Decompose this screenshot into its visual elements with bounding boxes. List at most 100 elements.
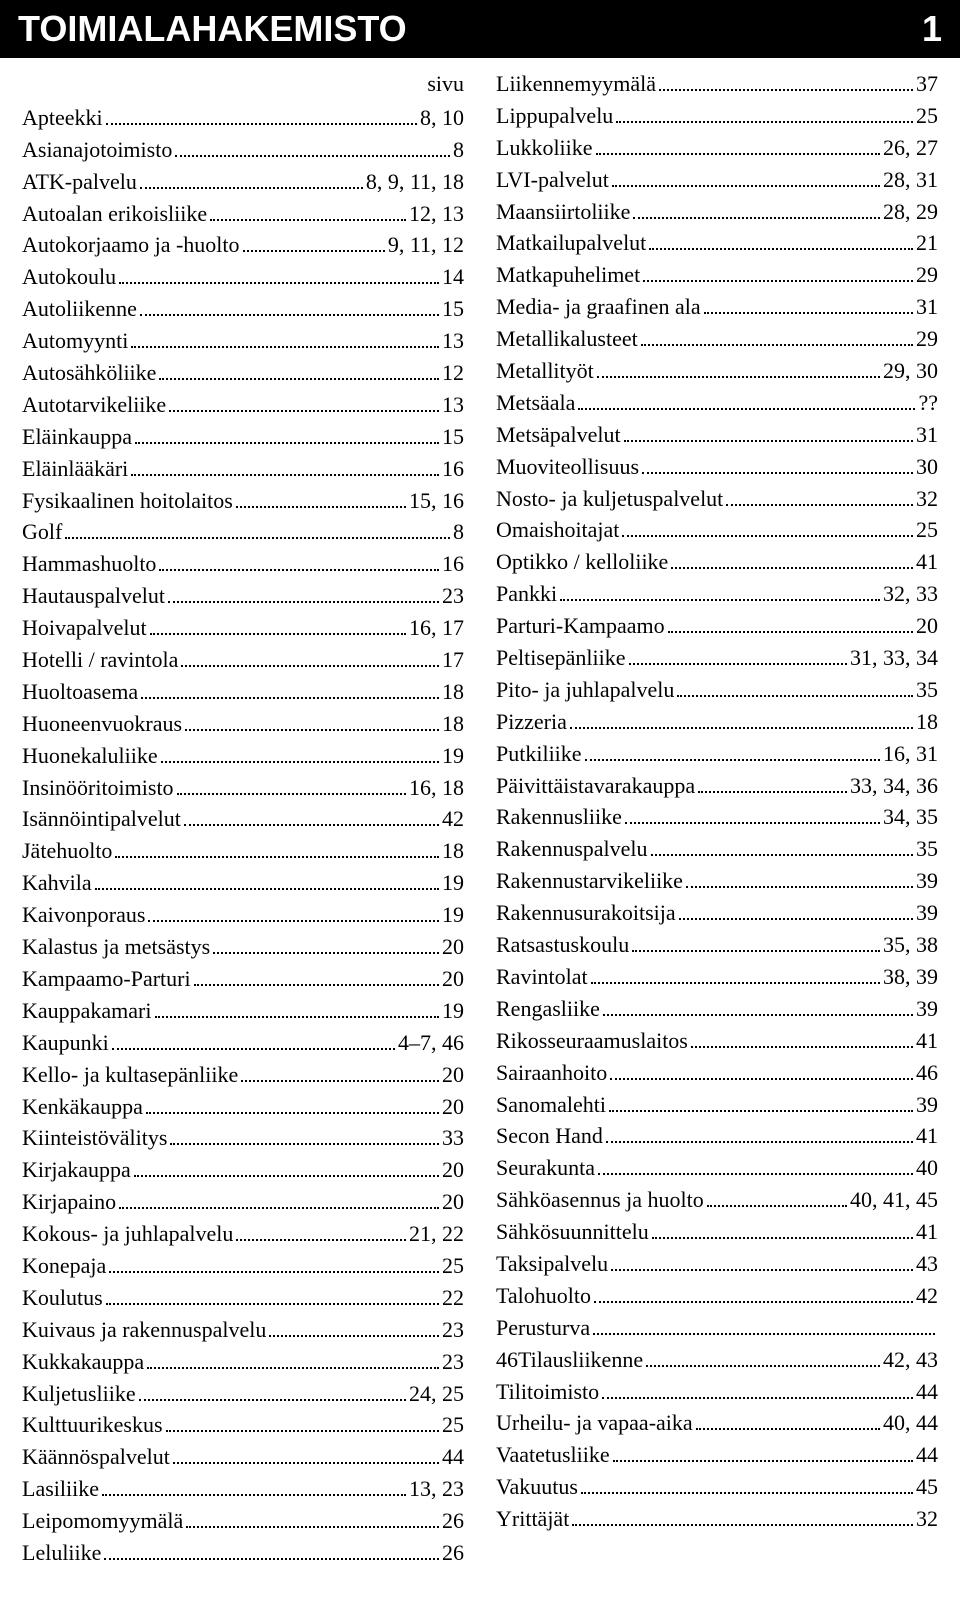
index-entry: Lasiliike13, 23 [22, 1473, 464, 1505]
entry-label: Käännöspalvelut [22, 1441, 170, 1473]
index-entry: Autoliikenne15 [22, 293, 464, 325]
entry-pages: 46 [916, 1057, 938, 1089]
entry-pages: 40 [916, 1152, 938, 1184]
index-entry: Huoneenvuokraus18 [22, 708, 464, 740]
entry-label: Golf [22, 516, 62, 548]
index-entry: Huonekaluliike19 [22, 740, 464, 772]
entry-pages: 20 [442, 963, 464, 995]
entry-label: Kuivaus ja rakennuspalvelu [22, 1314, 266, 1346]
index-entry: Kukkakauppa23 [22, 1346, 464, 1378]
index-entry: Ratsastuskoulu35, 38 [496, 929, 938, 961]
entry-pages: 31 [916, 291, 938, 323]
index-entry: Metsäpalvelut31 [496, 419, 938, 451]
entry-label: Kirjapaino [22, 1186, 116, 1218]
index-entry: Tilitoimisto44 [496, 1376, 938, 1408]
index-entry: Kiinteistövälitys33 [22, 1122, 464, 1154]
entry-pages: 16 [442, 453, 464, 485]
entry-label: Rakennusurakoitsija [496, 897, 676, 929]
index-entry: Huoltoasema18 [22, 676, 464, 708]
entry-pages: 12 [442, 357, 464, 389]
entry-pages: 16, 18 [409, 772, 464, 804]
index-entry: Nosto- ja kuljetuspalvelut32 [496, 483, 938, 515]
entry-pages: 44 [916, 1439, 938, 1471]
entry-label: Kauppakamari [22, 995, 152, 1027]
entry-pages: 18 [442, 835, 464, 867]
entry-pages: 41 [916, 1216, 938, 1248]
entry-label: Apteekki [22, 102, 103, 134]
entry-pages: 32 [916, 483, 938, 515]
index-entry: Hautauspalvelut23 [22, 580, 464, 612]
entry-pages: 40, 44 [883, 1407, 938, 1439]
index-entry: Automyynti13 [22, 325, 464, 357]
entry-pages: 33 [442, 1122, 464, 1154]
dot-leader [649, 231, 913, 251]
index-entry: Lippupalvelu25 [496, 100, 938, 132]
entry-label: Hotelli / ravintola [22, 644, 178, 676]
entry-label: Leluliike [22, 1537, 101, 1569]
entry-label: Insinööritoimisto [22, 772, 174, 804]
index-entry: Apteekki8, 10 [22, 102, 464, 134]
entry-label: Taksipalvelu [496, 1248, 608, 1280]
entry-pages: 20 [442, 1186, 464, 1218]
entry-pages: 40, 41, 45 [850, 1184, 938, 1216]
dot-leader [696, 1411, 880, 1431]
entry-label: 46Tilausliikenne [496, 1344, 643, 1376]
index-entry: LVI-palvelut28, 31 [496, 164, 938, 196]
entry-label: Seurakunta [496, 1152, 595, 1184]
dot-leader [597, 358, 880, 378]
index-entry: Vakuutus45 [496, 1471, 938, 1503]
entry-pages: 44 [442, 1441, 464, 1473]
entry-label: Matkapuhelimet [496, 259, 640, 291]
index-entry: Kulttuurikeskus25 [22, 1409, 464, 1441]
dot-leader [606, 1124, 913, 1144]
entry-label: Rakennustarvikeliike [496, 865, 683, 897]
entry-label: Metsäala [496, 387, 575, 419]
entry-label: Isännöintipalvelut [22, 803, 181, 835]
entry-label: Lasiliike [22, 1473, 99, 1505]
dot-leader [593, 1315, 935, 1335]
index-entry: Taksipalvelu 43 [496, 1248, 938, 1280]
entry-pages: 19 [442, 867, 464, 899]
dot-leader [148, 902, 439, 922]
entry-label: Kokous- ja juhlapalvelu [22, 1218, 233, 1250]
entry-label: Rakennusliike [496, 801, 622, 833]
entry-pages: 9, 11, 12 [388, 229, 464, 261]
dot-leader [140, 296, 439, 316]
dot-leader [707, 1187, 847, 1207]
entry-label: Automyynti [22, 325, 128, 357]
dot-leader [686, 868, 913, 888]
index-entry: Metallikalusteet29 [496, 323, 938, 355]
dot-leader [269, 1317, 439, 1337]
dot-leader [611, 1251, 913, 1271]
dot-leader [104, 1540, 439, 1560]
entry-label: Perusturva [496, 1312, 590, 1344]
dot-leader [596, 135, 880, 155]
index-entry: Autokoulu14 [22, 261, 464, 293]
entry-label: Autosähköliike [22, 357, 156, 389]
entry-pages: 28, 29 [883, 196, 938, 228]
index-entry: Koulutus22 [22, 1282, 464, 1314]
entry-pages: 22 [442, 1282, 464, 1314]
dot-leader [578, 390, 915, 410]
dot-leader [185, 711, 439, 731]
dot-leader [581, 1474, 913, 1494]
index-entry: Leluliike26 [22, 1537, 464, 1569]
entry-label: Sähkösuunnittelu [496, 1216, 649, 1248]
entry-pages: 25 [916, 514, 938, 546]
entry-pages: 4–7, 46 [398, 1027, 464, 1059]
dot-leader [236, 488, 406, 508]
header-page-number: 1 [922, 8, 942, 50]
entry-pages: 12, 13 [409, 198, 464, 230]
entry-pages: 43 [916, 1248, 938, 1280]
entry-pages: 14 [442, 261, 464, 293]
index-entry: Pito- ja juhlapalvelu35 [496, 674, 938, 706]
entry-pages: 32 [916, 1503, 938, 1535]
entry-label: Lippupalvelu [496, 100, 613, 132]
entry-label: Kulttuurikeskus [22, 1409, 163, 1441]
entry-pages: 13 [442, 389, 464, 421]
entry-label: Autoliikenne [22, 293, 137, 325]
entry-pages: 38, 39 [883, 961, 938, 993]
dot-leader [146, 1094, 439, 1114]
entry-label: Kampaamo-Parturi [22, 963, 191, 995]
entry-label: Asianajotoimisto [22, 134, 172, 166]
